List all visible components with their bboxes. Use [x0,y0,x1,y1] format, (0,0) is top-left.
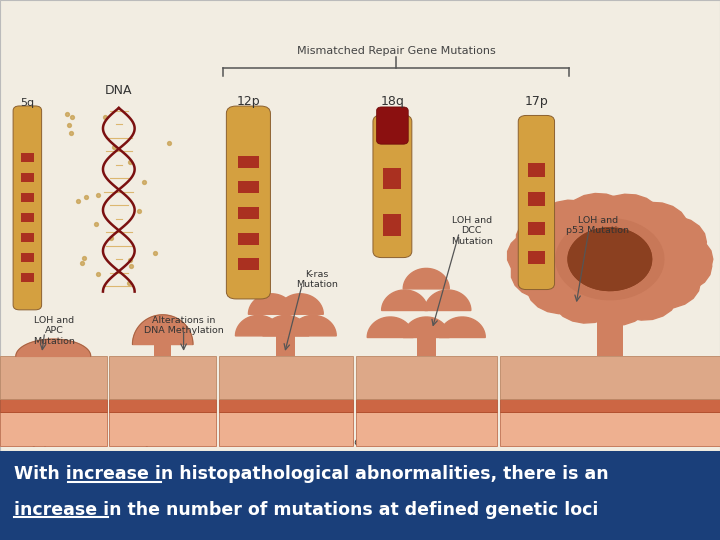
Polygon shape [564,193,633,245]
FancyBboxPatch shape [377,107,408,144]
Polygon shape [527,262,596,314]
Text: LOH and
DCC
Mutation: LOH and DCC Mutation [451,216,492,246]
Text: DNA: DNA [105,84,132,97]
Bar [500,356,720,399]
Text: Intermediate Adenoma: Intermediate Adenoma [257,437,377,447]
Bar [21,253,34,262]
Bar [219,356,353,399]
Polygon shape [610,268,679,320]
Bar [0,356,107,399]
Polygon shape [644,233,713,285]
Text: LOH and
p53 Mutation: LOH and p53 Mutation [566,216,629,235]
Bar [356,356,497,399]
Bar [21,173,34,182]
Polygon shape [508,230,576,281]
Bar [0,451,720,540]
Text: K-ras
Mutation: K-ras Mutation [296,270,338,289]
FancyBboxPatch shape [518,116,554,289]
Polygon shape [263,315,309,336]
Polygon shape [132,315,193,345]
Polygon shape [290,315,336,336]
Polygon shape [638,216,706,268]
Text: LOH and
APC
Mutation: LOH and APC Mutation [33,316,75,346]
Bar [219,399,353,411]
Polygon shape [511,247,580,299]
Polygon shape [382,290,428,310]
Polygon shape [403,317,449,338]
Bar [21,193,34,202]
Polygon shape [403,268,449,289]
Bar [0,399,107,411]
Bar [238,259,258,270]
Bar [383,214,402,235]
Bar [356,411,497,446]
Polygon shape [439,317,485,338]
Bar [109,399,216,411]
Bar [500,411,720,446]
Polygon shape [593,194,662,246]
Bar [21,213,34,222]
Text: Alterations in
DNA Methylation: Alterations in DNA Methylation [144,316,223,335]
Bar [238,181,258,193]
Bar [238,207,258,219]
Bar [21,273,34,282]
Text: Carcinoma: Carcinoma [577,437,633,447]
Polygon shape [248,294,294,314]
Polygon shape [582,274,650,326]
Polygon shape [516,213,585,265]
Bar [276,336,295,356]
Polygon shape [367,317,413,338]
Polygon shape [643,240,712,292]
Polygon shape [16,339,91,356]
Text: Mismatched Repair Gene Mutations: Mismatched Repair Gene Mutations [297,45,495,56]
Text: 17p: 17p [525,95,548,108]
Polygon shape [568,228,652,291]
Bar [0,0,720,451]
Bar [21,233,34,242]
Polygon shape [235,315,282,336]
Bar [109,411,216,446]
Bar [500,399,720,411]
Bar [597,319,623,356]
FancyBboxPatch shape [373,115,412,258]
Polygon shape [536,200,606,252]
Text: increase in the number of mutations at defined genetic loci: increase in the number of mutations at d… [14,501,599,519]
Bar [0,411,107,446]
Bar [109,356,216,399]
Bar [21,153,34,162]
Polygon shape [620,202,688,254]
Bar [238,233,258,245]
Text: Late Adenoma: Late Adenoma [416,437,491,447]
Bar [528,221,545,235]
Polygon shape [631,256,701,308]
Bar [417,338,436,356]
Bar [528,251,545,264]
Polygon shape [425,290,471,310]
Bar [219,411,353,446]
Text: 5q: 5q [20,98,35,108]
FancyBboxPatch shape [226,106,271,299]
Text: With increase in histopathological abnormalities, there is an: With increase in histopathological abnor… [14,465,609,483]
Bar [238,156,258,167]
FancyBboxPatch shape [13,106,42,310]
Polygon shape [556,219,664,300]
Polygon shape [552,272,621,323]
Bar [528,192,545,206]
Bar [528,163,545,177]
Polygon shape [277,294,323,314]
Text: Dysplasia: Dysplasia [25,437,76,447]
Bar [383,167,402,189]
Bar [356,399,497,411]
Text: 18q: 18q [380,95,405,108]
Text: 12p: 12p [237,95,260,108]
Bar [154,345,171,356]
Polygon shape [568,228,652,291]
Text: Early Adenoma: Early Adenoma [126,437,205,447]
